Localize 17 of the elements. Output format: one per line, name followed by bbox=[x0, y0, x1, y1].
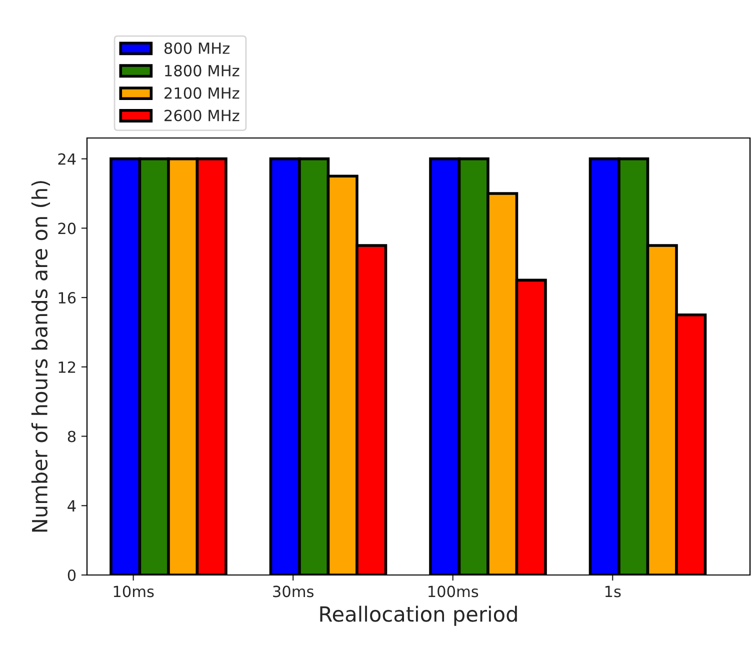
x-tick-label: 30ms bbox=[273, 586, 314, 598]
y-tick-label: 4 bbox=[68, 500, 76, 512]
legend-label: 800 MHz bbox=[164, 42, 230, 54]
y-tick-label: 20 bbox=[58, 222, 76, 234]
legend-label: 1800 MHz bbox=[165, 64, 240, 76]
legend-label: 2100 MHz bbox=[164, 87, 240, 99]
x-axis-title: Reallocation period bbox=[320, 606, 517, 626]
y-axis-title: Number of hours bands are on (h) bbox=[31, 181, 50, 532]
legend-label: 2600 MHz bbox=[164, 110, 240, 122]
y-tick-label: 0 bbox=[68, 569, 76, 582]
y-tick-label: 16 bbox=[58, 292, 76, 304]
y-tick-label: 8 bbox=[68, 430, 76, 442]
x-tick-label: 10ms bbox=[114, 586, 154, 598]
y-tick-label: 12 bbox=[58, 361, 76, 373]
y-tick-label: 24 bbox=[58, 153, 76, 165]
x-tick-label: 100ms bbox=[428, 586, 478, 598]
x-tick-label: 1s bbox=[605, 586, 621, 598]
